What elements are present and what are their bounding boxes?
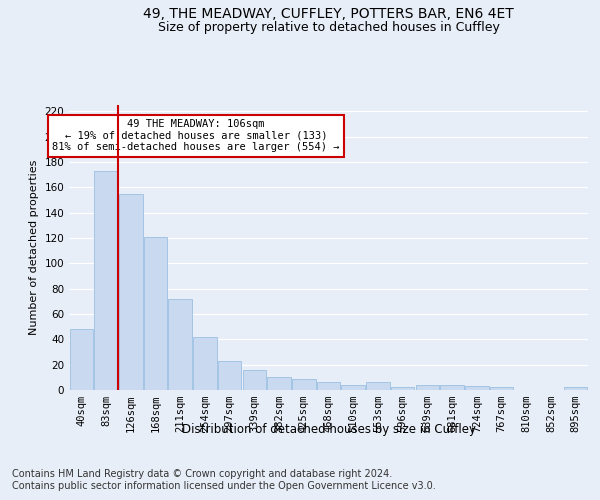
Text: Contains HM Land Registry data © Crown copyright and database right 2024.: Contains HM Land Registry data © Crown c… [12,469,392,479]
Y-axis label: Number of detached properties: Number of detached properties [29,160,39,335]
Bar [218,361,241,390]
Bar [242,370,266,390]
Bar [317,382,340,390]
Bar [119,194,143,390]
Bar [416,385,439,390]
Text: Size of property relative to detached houses in Cuffley: Size of property relative to detached ho… [158,21,500,34]
Bar [94,171,118,390]
Bar [440,385,464,390]
Bar [564,388,587,390]
Text: Contains public sector information licensed under the Open Government Licence v3: Contains public sector information licen… [12,481,436,491]
Bar [193,337,217,390]
Bar [341,385,365,390]
Bar [465,386,488,390]
Bar [169,299,192,390]
Bar [292,378,316,390]
Bar [366,382,389,390]
Text: 49, THE MEADWAY, CUFFLEY, POTTERS BAR, EN6 4ET: 49, THE MEADWAY, CUFFLEY, POTTERS BAR, E… [143,8,514,22]
Bar [144,236,167,390]
Text: 49 THE MEADWAY: 106sqm
← 19% of detached houses are smaller (133)
81% of semi-de: 49 THE MEADWAY: 106sqm ← 19% of detached… [52,120,340,152]
Bar [268,378,291,390]
Text: Distribution of detached houses by size in Cuffley: Distribution of detached houses by size … [182,422,476,436]
Bar [70,329,93,390]
Bar [490,388,513,390]
Bar [391,388,415,390]
